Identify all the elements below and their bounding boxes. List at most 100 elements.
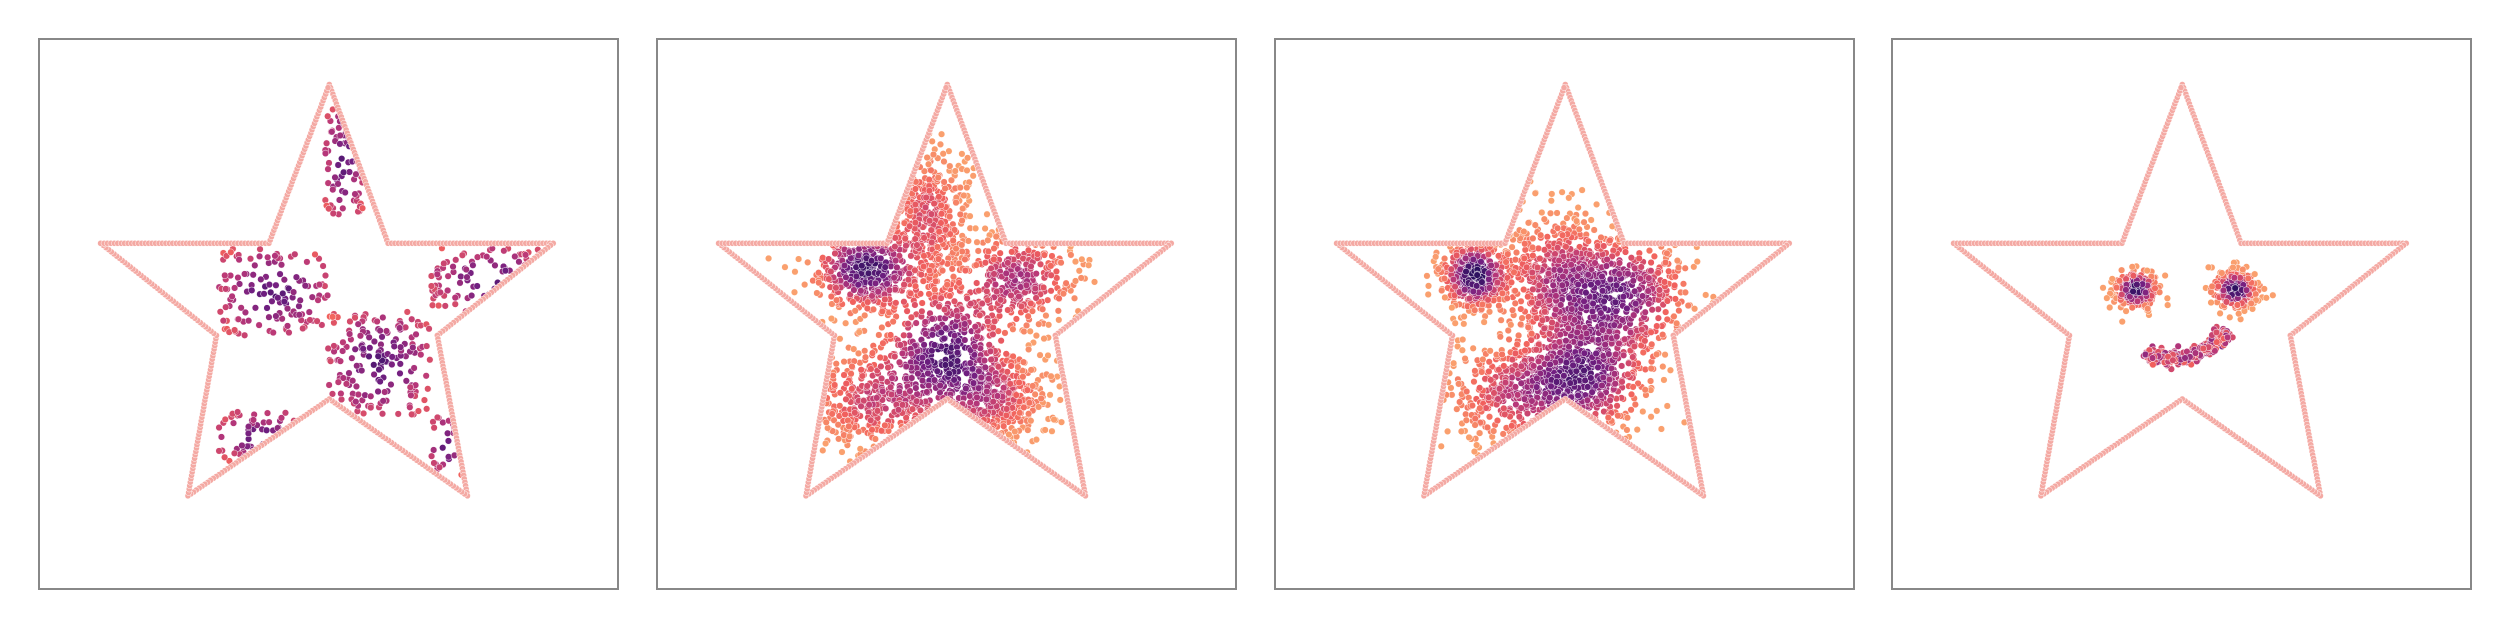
sample-dot: [981, 259, 989, 267]
sample-dot: [456, 279, 464, 287]
sample-dot: [955, 279, 963, 287]
sample-dot: [961, 320, 969, 328]
sample-dot: [1023, 271, 1032, 279]
sample-dot: [928, 315, 936, 323]
sample-dot: [430, 424, 438, 432]
sample-dot: [881, 295, 889, 303]
sample-dot: [877, 254, 885, 262]
sample-dot: [351, 190, 359, 198]
outline-dot: [942, 84, 950, 91]
sample-dot: [950, 376, 958, 384]
sample-dot: [1035, 403, 1043, 411]
sample-dot: [1508, 243, 1516, 251]
sample-dot: [813, 289, 821, 297]
sample-dot: [927, 166, 935, 174]
sample-dot: [972, 261, 980, 269]
sample-dot: [840, 261, 849, 270]
sample-dot: [937, 219, 945, 227]
sample-dot: [847, 254, 855, 262]
sample-dot: [861, 311, 869, 320]
sample-dot: [960, 191, 968, 200]
sample-dot: [265, 418, 273, 426]
sample-dot: [914, 370, 922, 378]
sample-dot: [906, 387, 914, 395]
sample-dot: [877, 362, 885, 370]
sample-dot: [381, 388, 389, 396]
sample-dot: [935, 302, 943, 311]
sample-dot: [895, 387, 903, 395]
sample-dot: [1031, 390, 1039, 398]
sample-dot: [255, 252, 264, 260]
sample-dot: [280, 276, 288, 284]
sample-dot: [375, 366, 383, 374]
sample-dot: [1016, 409, 1024, 417]
sample-dot: [452, 256, 460, 264]
sample-dot: [863, 304, 871, 313]
sample-dot: [954, 337, 962, 345]
sample-dot: [260, 290, 268, 298]
sample-dot: [966, 359, 974, 367]
sample-dot: [815, 269, 823, 277]
sample-dot: [1647, 377, 1655, 385]
sample-dot: [819, 446, 827, 455]
sample-dot: [522, 251, 530, 259]
sample-dot: [935, 193, 943, 201]
sample-dot: [1090, 278, 1099, 286]
sample-dot: [918, 376, 927, 385]
sample-dot: [1000, 422, 1008, 430]
sample-dot: [790, 288, 799, 296]
sample-dot: [406, 383, 414, 391]
sample-dot: [949, 273, 958, 281]
sample-dot: [937, 201, 945, 210]
sample-dot: [237, 304, 245, 312]
sample-dot: [1054, 307, 1062, 315]
sample-dot: [833, 296, 841, 304]
sample-dot: [1057, 259, 1065, 267]
sample-dot: [1007, 362, 1015, 370]
sample-dot: [955, 259, 963, 268]
sample-dot: [822, 418, 830, 426]
sample-dot: [424, 385, 432, 393]
sample-dot: [888, 374, 896, 382]
sample-dot: [428, 301, 437, 309]
sample-dot: [340, 168, 348, 176]
sample-dot: [887, 331, 895, 339]
sample-dot: [412, 330, 420, 338]
sample-dot: [1002, 269, 1010, 277]
sample-dot: [877, 374, 886, 383]
sample-dot: [311, 250, 319, 259]
sample-dot: [367, 392, 375, 400]
sample-dot: [869, 305, 878, 313]
sample-dot: [931, 286, 939, 294]
sample-dot: [1462, 416, 1470, 424]
sample-dot: [433, 413, 442, 421]
sample-dot: [334, 161, 342, 169]
sample-dot: [227, 248, 235, 256]
sample-dot: [324, 179, 332, 187]
sample-dot: [234, 315, 243, 323]
sample-dot: [923, 388, 931, 396]
sample-dot: [1505, 335, 1513, 343]
sample-dot: [832, 284, 840, 292]
sample-dot: [976, 311, 984, 319]
sample-dot: [231, 326, 239, 334]
sample-dot: [451, 300, 459, 308]
sample-dot: [838, 448, 846, 456]
sample-dot: [765, 254, 773, 262]
sample-dot: [403, 308, 411, 316]
sample-dot: [1028, 307, 1037, 315]
sample-dot: [1517, 320, 1525, 328]
sample-dot: [334, 378, 342, 386]
sample-dot: [396, 369, 404, 377]
sample-dot: [996, 249, 1004, 257]
sample-dot: [408, 315, 416, 323]
sample-dot: [900, 298, 908, 306]
sample-dot: [299, 324, 307, 333]
sample-dot: [928, 238, 936, 246]
sample-dot: [417, 351, 425, 359]
sample-dot: [940, 178, 948, 186]
sample-dot: [1702, 291, 1710, 299]
sample-dot: [958, 217, 966, 225]
sample-dot: [1647, 364, 1655, 373]
sample-dot: [276, 270, 284, 278]
